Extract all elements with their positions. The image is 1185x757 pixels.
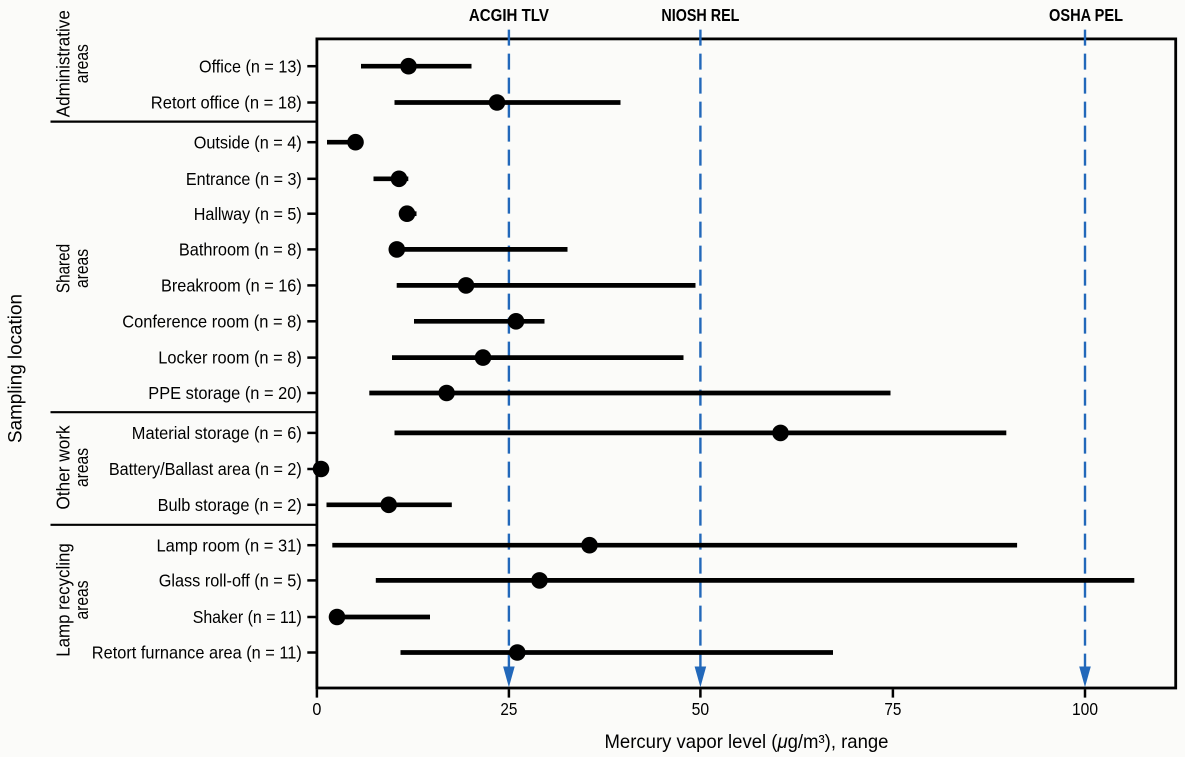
svg-text:NIOSH REL: NIOSH REL <box>661 5 739 25</box>
svg-text:50: 50 <box>692 699 710 719</box>
svg-text:Glass roll-off (n = 5): Glass roll-off (n = 5) <box>159 571 302 591</box>
svg-text:Hallway (n = 5): Hallway (n = 5) <box>194 204 302 224</box>
svg-text:Material storage (n = 6): Material storage (n = 6) <box>132 423 302 443</box>
svg-text:ACGIH TLV: ACGIH TLV <box>469 5 549 25</box>
svg-text:Breakroom (n = 16): Breakroom (n = 16) <box>161 276 302 296</box>
svg-text:Outside (n = 4): Outside (n = 4) <box>194 132 302 152</box>
svg-text:Other work: Other work <box>54 424 74 509</box>
svg-text:25: 25 <box>500 699 517 719</box>
svg-text:Shared: Shared <box>54 244 74 293</box>
svg-text:areas: areas <box>72 249 92 288</box>
svg-text:Sampling location: Sampling location <box>5 294 27 443</box>
svg-text:Mercury vapor level (μg/m³), r: Mercury vapor level (μg/m³), range <box>605 731 889 753</box>
svg-text:0: 0 <box>312 699 321 719</box>
svg-text:PPE storage (n = 20): PPE storage (n = 20) <box>148 383 302 403</box>
svg-text:Conference room (n = 8): Conference room (n = 8) <box>122 311 302 331</box>
svg-text:OSHA PEL: OSHA PEL <box>1049 5 1123 25</box>
svg-text:Lamp room (n = 31): Lamp room (n = 31) <box>157 535 302 555</box>
svg-text:100: 100 <box>1072 699 1098 719</box>
svg-text:75: 75 <box>884 699 901 719</box>
svg-text:Lamp recycling: Lamp recycling <box>54 543 74 657</box>
svg-text:Battery/Ballast area (n = 2): Battery/Ballast area (n = 2) <box>109 459 302 479</box>
svg-text:Locker room (n = 8): Locker room (n = 8) <box>158 348 302 368</box>
svg-text:Administrative: Administrative <box>54 10 74 117</box>
svg-text:Retort furnance area (n = 11): Retort furnance area (n = 11) <box>92 643 302 663</box>
svg-text:Entrance (n = 3): Entrance (n = 3) <box>186 169 302 189</box>
svg-text:areas: areas <box>72 44 92 83</box>
svg-text:Bulb storage (n = 2): Bulb storage (n = 2) <box>158 495 302 515</box>
svg-text:Office (n = 13): Office (n = 13) <box>199 56 302 76</box>
svg-text:Bathroom (n = 8): Bathroom (n = 8) <box>179 240 302 260</box>
svg-text:Shaker (n = 11): Shaker (n = 11) <box>193 607 302 627</box>
svg-text:areas: areas <box>72 448 92 487</box>
svg-text:areas: areas <box>72 581 92 620</box>
svg-text:Retort office (n = 18): Retort office (n = 18) <box>151 93 302 113</box>
